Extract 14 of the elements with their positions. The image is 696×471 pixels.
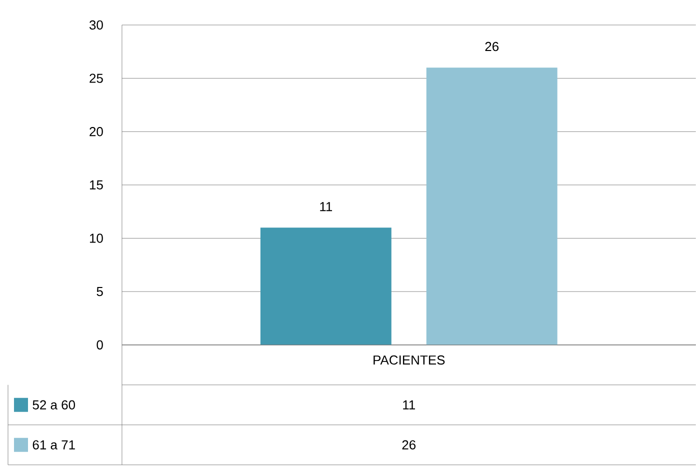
- y-tick-label: 5: [96, 287, 103, 296]
- x-tick-label: PACIENTES: [374, 355, 445, 365]
- data-label: 11: [320, 202, 332, 212]
- y-tick-label: 20: [90, 127, 103, 136]
- legend-label: 52 a 60: [32, 400, 76, 410]
- y-tick-label: 0: [96, 340, 103, 350]
- y-tick-label: 15: [90, 180, 103, 190]
- legend-label: 61 a 71: [32, 440, 75, 450]
- y-tick-label: 30: [89, 20, 103, 30]
- text: 11: [403, 400, 415, 410]
- data-label: 26: [485, 42, 499, 52]
- text: 26: [402, 440, 416, 450]
- y-tick-label: 25: [90, 74, 103, 83]
- y-tick-label: 10: [90, 234, 103, 243]
